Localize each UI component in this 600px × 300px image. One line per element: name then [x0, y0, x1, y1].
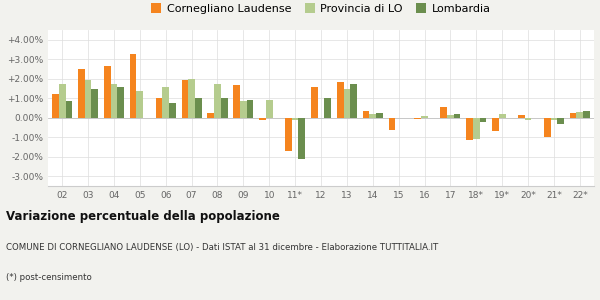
Bar [499, 114, 506, 118]
Bar [311, 86, 317, 118]
Bar [163, 86, 169, 118]
Bar [182, 80, 188, 118]
Bar [362, 111, 370, 118]
Bar [85, 80, 91, 118]
Bar [389, 118, 395, 130]
Bar [473, 118, 479, 139]
Bar [110, 84, 118, 118]
Bar [524, 118, 532, 120]
Bar [454, 114, 460, 118]
Bar [466, 118, 473, 140]
Bar [266, 100, 272, 118]
Bar [59, 84, 65, 118]
Bar [208, 113, 214, 118]
Bar [259, 118, 266, 120]
Bar [240, 101, 247, 118]
Bar [337, 82, 344, 118]
Bar [492, 118, 499, 131]
Bar [415, 118, 421, 119]
Text: Variazione percentuale della popolazione: Variazione percentuale della popolazione [6, 210, 280, 223]
Bar [188, 79, 195, 118]
Bar [118, 86, 124, 118]
Bar [65, 101, 73, 118]
Text: COMUNE DI CORNEGLIANO LAUDENSE (LO) - Dati ISTAT al 31 dicembre - Elaborazione T: COMUNE DI CORNEGLIANO LAUDENSE (LO) - Da… [6, 243, 438, 252]
Bar [344, 89, 350, 118]
Bar [325, 98, 331, 118]
Text: (*) post-censimento: (*) post-censimento [6, 273, 92, 282]
Bar [285, 118, 292, 151]
Bar [298, 118, 305, 159]
Bar [195, 98, 202, 118]
Bar [233, 85, 240, 118]
Bar [583, 111, 590, 118]
Bar [78, 69, 85, 118]
Bar [551, 118, 557, 120]
Bar [350, 84, 357, 118]
Bar [104, 66, 110, 118]
Legend: Cornegliano Laudense, Provincia di LO, Lombardia: Cornegliano Laudense, Provincia di LO, L… [147, 0, 495, 18]
Bar [247, 100, 253, 118]
Bar [52, 94, 59, 118]
Bar [440, 107, 447, 118]
Bar [376, 113, 383, 118]
Bar [421, 116, 428, 118]
Bar [577, 112, 583, 118]
Bar [544, 118, 551, 137]
Bar [169, 103, 176, 118]
Bar [370, 114, 376, 118]
Bar [518, 115, 524, 118]
Bar [447, 115, 454, 118]
Bar [91, 88, 98, 118]
Bar [557, 118, 564, 124]
Bar [130, 54, 136, 118]
Bar [221, 98, 227, 118]
Bar [479, 118, 487, 122]
Bar [155, 98, 163, 118]
Bar [136, 92, 143, 118]
Bar [569, 113, 577, 118]
Bar [214, 84, 221, 118]
Bar [292, 118, 298, 120]
